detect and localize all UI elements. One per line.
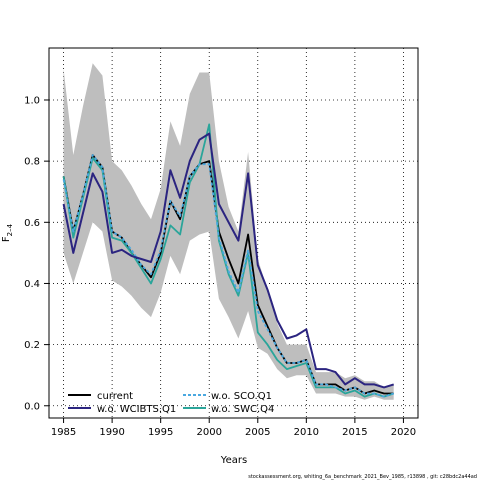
x-tick-label: 1990 [99, 427, 124, 438]
x-tick-label: 1995 [148, 427, 173, 438]
svg-text:F2–4: F2–4 [1, 223, 14, 242]
x-tick-label: 2005 [245, 427, 270, 438]
footnote: stockassessment.org, whiting_6a_benchmar… [248, 474, 477, 480]
legend: current w.o. WCIBTS.Q1 w.o. SCO.Q1 w.o. … [68, 391, 274, 415]
x-axis-ticks: 1985 1990 1995 2000 2005 2010 2015 2020 [51, 418, 416, 438]
y-axis-title-subscript: 2–4 [6, 223, 14, 236]
y-axis-title-main: F [1, 236, 12, 242]
x-tick-label: 1985 [51, 427, 76, 438]
series-line-wcibts [62, 132, 394, 389]
x-tick-label: 2010 [294, 427, 319, 438]
series-lines [62, 123, 394, 398]
legend-label-wcibts: w.o. WCIBTS.Q1 [97, 404, 176, 415]
y-tick-label: 0.4 [24, 279, 40, 290]
legend-label-sco: w.o. SCO.Q1 [211, 391, 272, 402]
legend-label-current: current [97, 391, 133, 402]
x-axis-title: Years [220, 455, 247, 466]
y-tick-label: 0.2 [24, 340, 40, 351]
plot-frame [48, 47, 419, 419]
y-tick-label: 0.8 [24, 157, 40, 168]
y-tick-label: 0.6 [24, 218, 40, 229]
x-tick-label: 2000 [196, 427, 221, 438]
y-tick-label: 0.0 [24, 401, 40, 412]
series-line-swc [62, 123, 394, 398]
y-axis-ticks: 0.0 0.2 0.4 0.6 0.8 1.0 [24, 95, 49, 412]
confidence-band [63, 63, 394, 400]
y-axis-title: F2–4 [1, 223, 14, 242]
x-tick-label: 2015 [342, 427, 367, 438]
y-tick-label: 1.0 [24, 95, 40, 106]
series-line-sco [62, 154, 394, 398]
legend-label-swc: w.o. SWC.Q4 [211, 404, 274, 415]
x-tick-label: 2020 [391, 427, 416, 438]
confidence-band-area [63, 63, 394, 400]
